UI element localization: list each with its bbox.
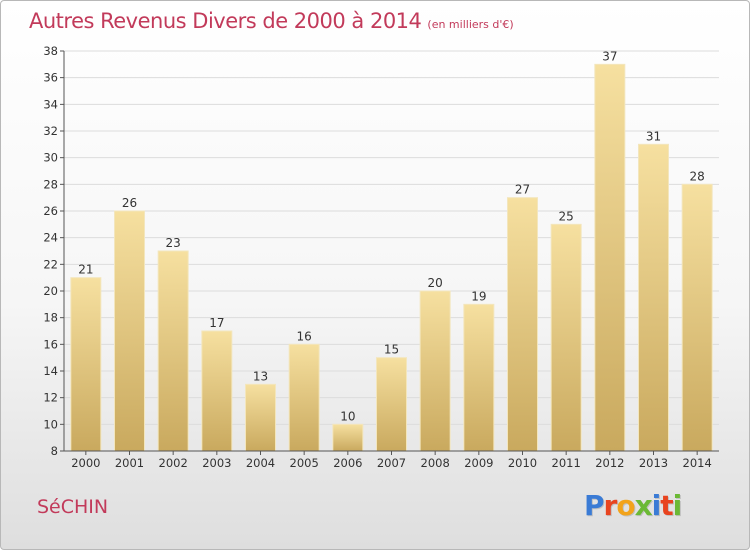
x-tick-label: 2005 [290, 456, 319, 470]
logo-letter: i [651, 489, 662, 522]
bar [594, 63, 626, 452]
data-label: 25 [559, 209, 574, 223]
x-tick-label: 2013 [639, 456, 668, 470]
y-tick-label: 28 [43, 177, 58, 191]
data-label: 26 [122, 196, 137, 210]
y-tick-label: 24 [43, 231, 58, 245]
y-tick-label: 20 [43, 284, 58, 298]
y-tick-label: 14 [43, 364, 58, 378]
bar [288, 343, 320, 452]
bar [419, 290, 451, 452]
data-label: 15 [384, 343, 399, 357]
bar [157, 250, 189, 452]
bar [463, 303, 495, 452]
y-tick-label: 16 [43, 337, 58, 351]
x-tick-label: 2009 [464, 456, 493, 470]
y-tick-label: 22 [43, 257, 58, 271]
bar [332, 423, 364, 452]
chart-title-text: Autres Revenus Divers de 2000 à 2014 [29, 9, 422, 33]
commune-name: SéCHIN [37, 496, 109, 518]
x-tick-label: 2008 [421, 456, 450, 470]
data-label: 16 [297, 329, 312, 343]
y-tick-label: 30 [43, 151, 58, 165]
x-tick-label: 2010 [508, 456, 537, 470]
data-label: 28 [690, 169, 705, 183]
x-tick-label: 2001 [115, 456, 144, 470]
data-label: 23 [166, 236, 181, 250]
x-tick-label: 2003 [202, 456, 231, 470]
x-tick-label: 2012 [595, 456, 624, 470]
chart-title: Autres Revenus Divers de 2000 à 2014 (en … [29, 9, 514, 33]
y-tick-label: 36 [43, 71, 58, 85]
bar [245, 383, 276, 452]
logo-letter: x [634, 489, 653, 522]
data-label: 31 [646, 129, 661, 143]
bar [201, 330, 233, 452]
y-tick-label: 8 [51, 444, 58, 458]
x-tick-label: 2004 [246, 456, 275, 470]
axes [60, 50, 719, 455]
bar [507, 197, 538, 452]
data-label: 13 [253, 369, 268, 383]
bar [681, 183, 713, 452]
bar [114, 210, 145, 452]
data-label: 27 [515, 183, 530, 197]
x-tick-label: 2002 [159, 456, 188, 470]
y-tick-label: 34 [43, 97, 58, 111]
logo-letter: P [584, 489, 605, 522]
y-tick-label: 32 [43, 124, 58, 138]
labels: 8 10 12 14 16 18 20 22 24 26 28 30 32 34 36 38 21 2000 26 2… [43, 44, 711, 470]
bar [70, 277, 102, 452]
logo-letter: o [616, 489, 635, 522]
proxiti-logo: Proxiti [584, 489, 683, 522]
data-label: 21 [78, 263, 93, 277]
x-tick-label: 2007 [377, 456, 406, 470]
logo-letter: r [603, 489, 618, 522]
y-tick-label: 26 [43, 204, 58, 218]
logo-letter: t [660, 489, 673, 522]
bars [70, 63, 713, 452]
x-tick-label: 2006 [333, 456, 362, 470]
x-tick-label: 2011 [552, 456, 581, 470]
bar [550, 223, 582, 452]
data-label: 37 [602, 49, 617, 63]
data-label: 20 [428, 276, 443, 290]
y-tick-label: 12 [43, 391, 58, 405]
chart-subtitle: (en milliers d'€) [427, 18, 514, 31]
x-tick-label: 2014 [683, 456, 712, 470]
data-label: 10 [340, 409, 355, 423]
data-label: 19 [471, 289, 486, 303]
bar [376, 357, 407, 452]
y-tick-label: 18 [43, 311, 58, 325]
logo-letter: i [672, 489, 683, 522]
y-tick-label: 10 [43, 417, 58, 431]
x-tick-label: 2000 [71, 456, 100, 470]
data-label: 17 [209, 316, 224, 330]
y-tick-label: 38 [43, 44, 58, 58]
bar [638, 143, 669, 452]
